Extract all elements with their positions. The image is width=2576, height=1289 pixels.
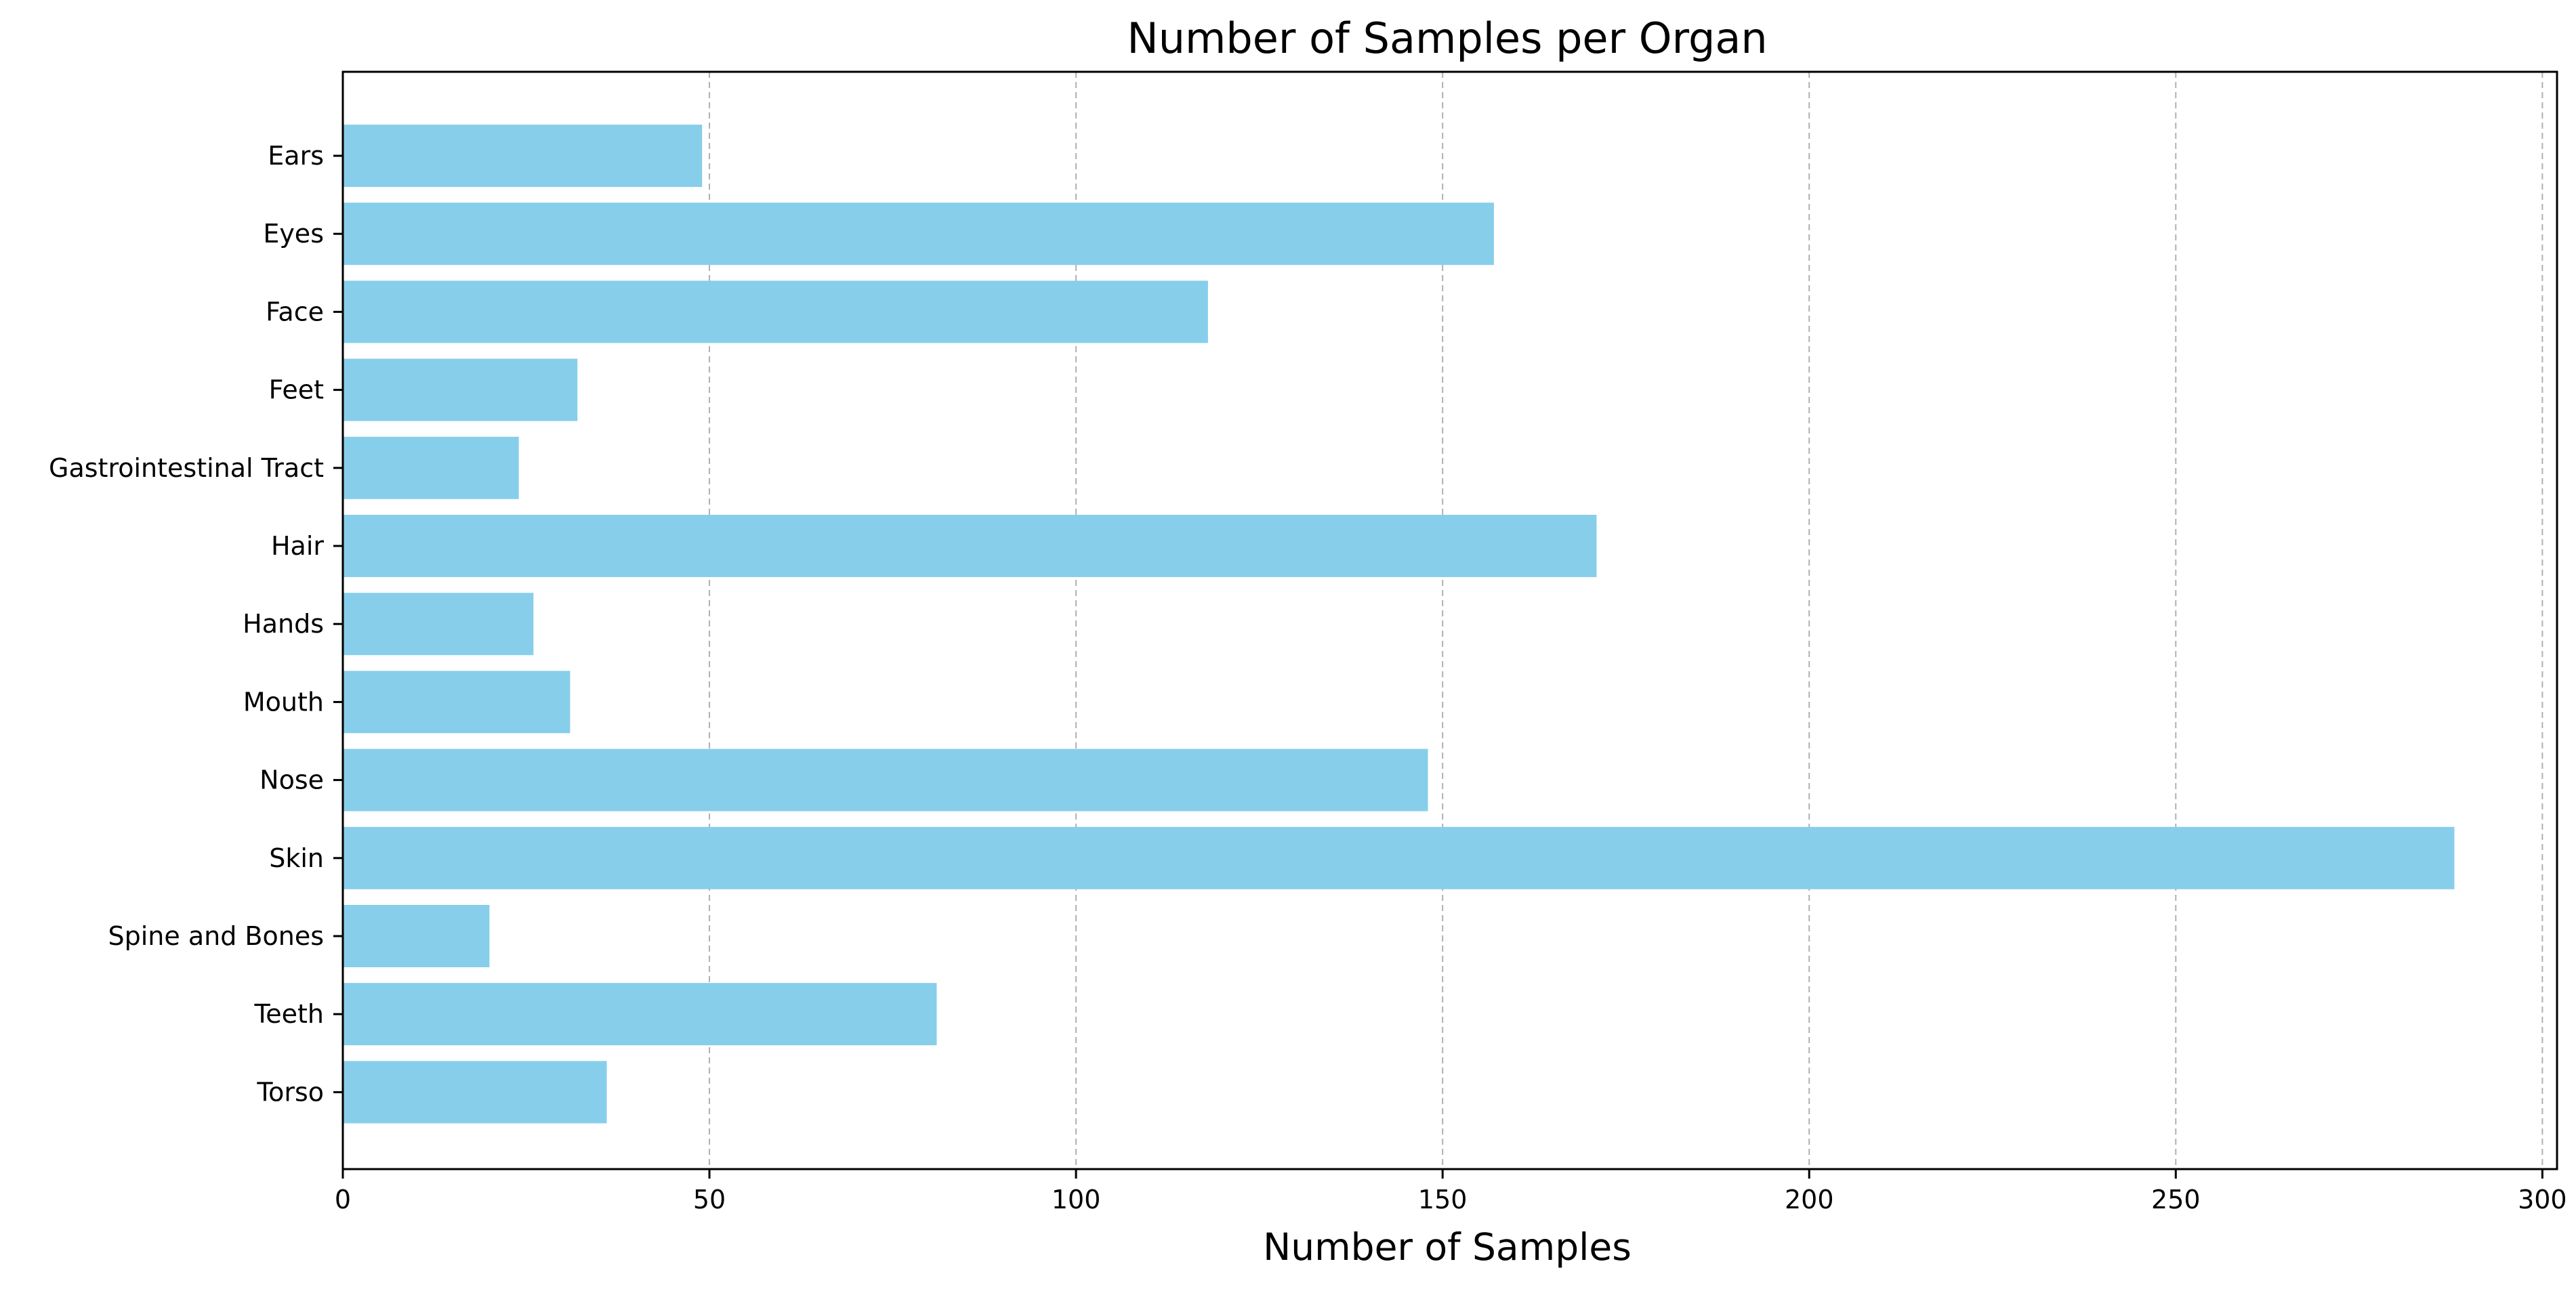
x-axis-label: Number of Samples <box>1263 1225 1632 1269</box>
x-tick-label: 0 <box>335 1185 351 1214</box>
y-tick-label: Nose <box>259 765 324 795</box>
chart-title: Number of Samples per Organ <box>1127 14 1767 63</box>
y-tick-label: Spine and Bones <box>108 921 325 951</box>
bar-gastrointestinal-tract <box>343 436 519 499</box>
x-tick-label: 300 <box>2518 1185 2567 1214</box>
bar-hands <box>343 593 534 656</box>
y-tick-label: Ears <box>268 141 324 171</box>
bar-skin <box>343 826 2455 889</box>
y-tick-label: Hair <box>271 531 324 561</box>
bar-hair <box>343 515 1597 577</box>
y-tick-label: Eyes <box>263 219 324 249</box>
bar-torso <box>343 1061 607 1124</box>
x-tick-label: 150 <box>1418 1185 1468 1214</box>
x-tick-label: 100 <box>1052 1185 1101 1214</box>
bar-mouth <box>343 671 570 734</box>
y-tick-label: Face <box>266 297 324 326</box>
y-tick-label: Skin <box>269 843 324 873</box>
x-axis-ticks: 0 50 100 150 200 250 300 <box>335 1169 2567 1214</box>
plot-frame <box>341 70 2558 1170</box>
y-tick-label: Teeth <box>254 999 325 1029</box>
y-axis-ticks: Ears Eyes Face Feet Gastrointestinal Tract Ha… <box>49 141 343 1107</box>
y-tick-label: Gastrointestinal Tract <box>49 453 324 483</box>
bar-spine-and-bones <box>343 905 490 967</box>
y-tick-label: Mouth <box>243 687 324 717</box>
bar-face <box>343 280 1208 343</box>
bar-ears <box>343 125 703 187</box>
y-tick-label: Feet <box>269 375 324 405</box>
bar-nose <box>343 748 1428 811</box>
bar-teeth <box>343 983 937 1046</box>
x-tick-label: 200 <box>1785 1185 1834 1214</box>
y-tick-label: Torso <box>256 1077 324 1107</box>
bar-feet <box>343 358 578 421</box>
x-tick-label: 50 <box>693 1185 726 1214</box>
x-tick-label: 250 <box>2151 1185 2201 1214</box>
bar-eyes <box>343 203 1494 266</box>
y-tick-label: Hands <box>243 609 324 639</box>
bars <box>343 125 2455 1124</box>
